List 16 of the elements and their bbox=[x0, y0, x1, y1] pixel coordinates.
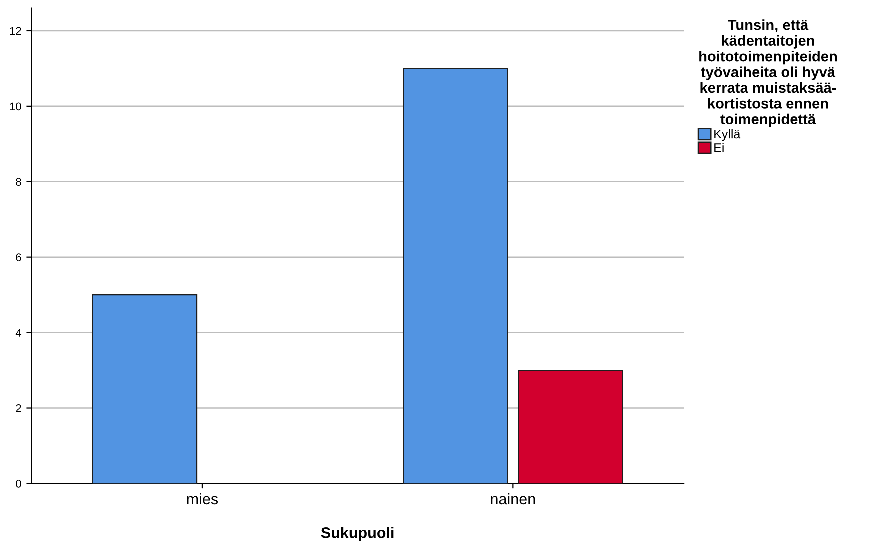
y-tick-label: 12 bbox=[10, 27, 22, 36]
bar bbox=[92, 294, 198, 484]
bar bbox=[518, 370, 624, 484]
y-tick-label: 8 bbox=[16, 178, 22, 186]
x-tick-label: mies bbox=[187, 493, 218, 505]
bar bbox=[403, 68, 508, 484]
x-axis-title: Sukupuoli bbox=[321, 527, 394, 542]
x-tick-label: nainen bbox=[491, 493, 536, 505]
legend-title: Tunsin, että kädentaitojen hoitotoimenpiteiden työvaiheita oli hyvä kerrata muistaksää- kortistosta ennen toimenpidettä bbox=[700, 20, 838, 128]
y-tick-label: 6 bbox=[16, 254, 22, 262]
y-tick-label: 4 bbox=[16, 329, 22, 337]
legend-label: Ei bbox=[714, 143, 724, 152]
y-tick-label: 10 bbox=[10, 102, 22, 111]
legend-label: Kyllä bbox=[714, 130, 741, 142]
y-tick-label: 2 bbox=[16, 404, 22, 412]
y-tick-label: 0 bbox=[16, 480, 22, 488]
